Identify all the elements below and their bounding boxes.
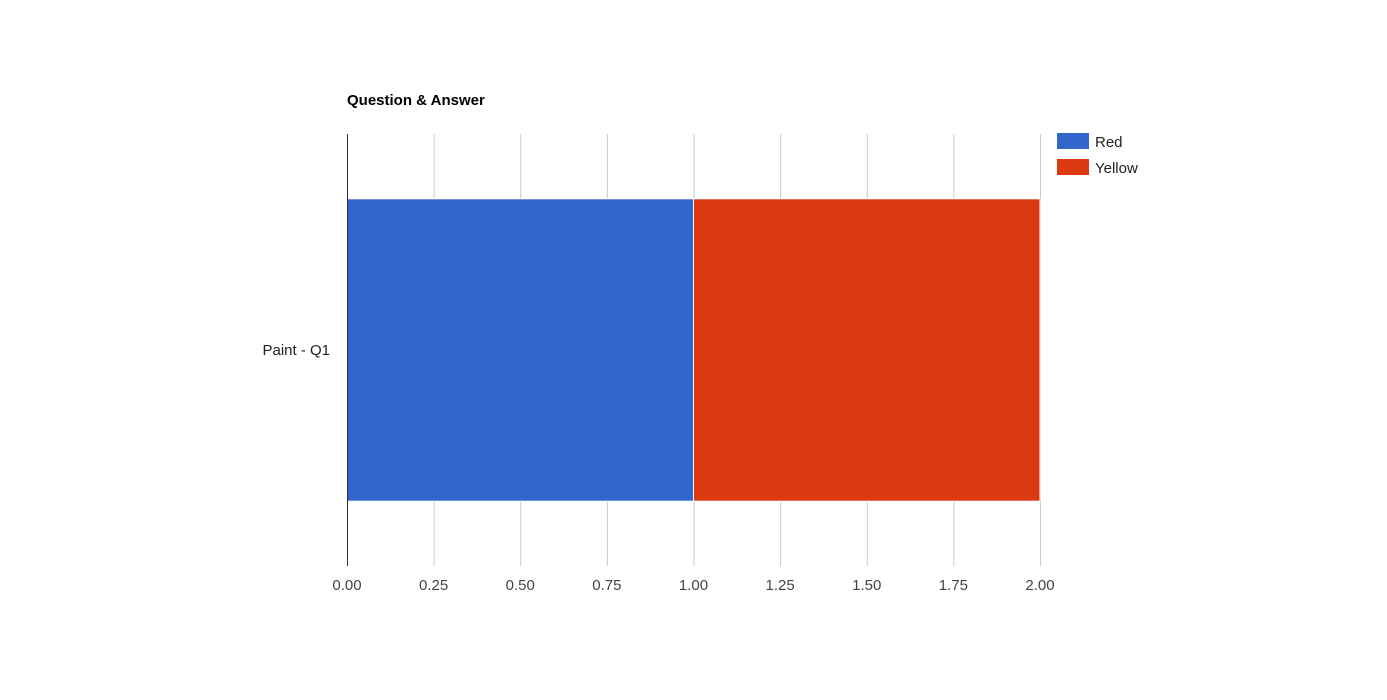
legend: Red Yellow bbox=[1057, 133, 1138, 177]
x-tick-label: 0.50 bbox=[506, 577, 535, 594]
legend-label-red: Red bbox=[1095, 134, 1123, 151]
legend-swatch-yellow bbox=[1057, 159, 1089, 175]
legend-swatch-red bbox=[1057, 133, 1089, 149]
x-axis-ticks: 0.00 0.25 0.50 0.75 1.00 1.25 1.50 1.75 2.00 bbox=[332, 577, 1054, 594]
x-tick-label: 2.00 bbox=[1025, 577, 1054, 594]
x-tick-label: 1.25 bbox=[766, 577, 795, 594]
x-tick-label: 0.75 bbox=[592, 577, 621, 594]
bar-yellow[interactable] bbox=[693, 198, 1041, 502]
legend-label-yellow: Yellow bbox=[1095, 160, 1138, 177]
x-tick-label: 1.75 bbox=[939, 577, 968, 594]
x-tick-label: 1.00 bbox=[679, 577, 708, 594]
category-labels: Paint - Q1 bbox=[262, 342, 330, 359]
x-tick-label: 0.00 bbox=[332, 577, 361, 594]
x-tick-label: 0.25 bbox=[419, 577, 448, 594]
bars bbox=[346, 198, 1041, 502]
x-tick-label: 1.50 bbox=[852, 577, 881, 594]
bar-red[interactable] bbox=[346, 198, 694, 502]
chart-title: Question & Answer bbox=[347, 92, 485, 109]
category-label: Paint - Q1 bbox=[262, 342, 330, 359]
